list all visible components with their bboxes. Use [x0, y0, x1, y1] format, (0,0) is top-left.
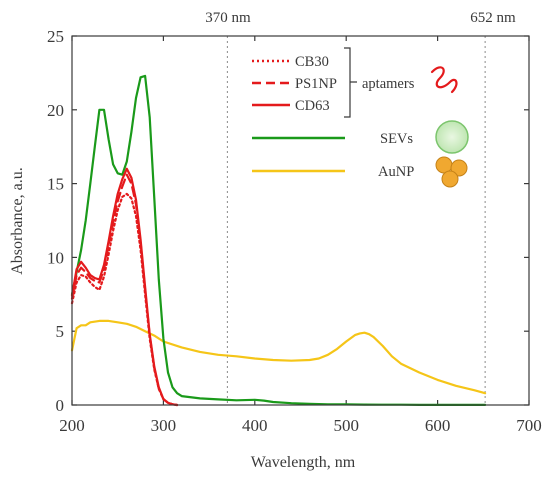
aptamers-label: aptamers: [362, 76, 415, 92]
x-axis-title: Wavelength, nm: [251, 454, 356, 471]
x-tick-label: 400: [242, 416, 268, 435]
x-tick-label: 600: [425, 416, 451, 435]
gold-nanoparticle-icon: [435, 156, 468, 188]
x-tick-label: 500: [333, 416, 359, 435]
y-axis-title: Absorbance, a.u.: [9, 167, 26, 275]
y-tick-label: 0: [56, 396, 65, 415]
series-line-aunp: [70, 319, 487, 395]
vline-label-370: 370 nm: [205, 10, 251, 26]
tick-labels: 200 300 400 500 600 700 0 5 10 15 20 25: [47, 27, 542, 435]
vline-label-652: 652 nm: [470, 10, 516, 26]
sev-vesicle-icon: [435, 120, 469, 154]
legend: CB30 PS1NP CD63 aptamers SEVs AuNP: [252, 47, 469, 188]
y-tick-label: 25: [47, 27, 64, 46]
y-tick-label: 20: [47, 101, 64, 120]
x-tick-label: 300: [151, 416, 177, 435]
aptamer-bracket: [344, 47, 357, 118]
legend-label-cd63: CD63: [295, 98, 330, 114]
series-line-sevs: [70, 74, 487, 406]
legend-label-aunp: AuNP: [378, 164, 414, 180]
series-line-cd63: [70, 167, 179, 407]
legend-label-cb30: CB30: [295, 54, 329, 70]
x-tick-label: 700: [516, 416, 542, 435]
legend-label-ps1np: PS1NP: [295, 76, 337, 92]
y-tick-label: 10: [47, 248, 64, 267]
x-tick-label: 200: [59, 416, 85, 435]
aptamer-squiggle-icon: [430, 66, 458, 94]
legend-label-sevs: SEVs: [380, 131, 413, 147]
plot-frame: [71, 35, 530, 406]
y-tick-label: 15: [47, 175, 64, 194]
reference-lines: [226, 36, 486, 405]
y-tick-label: 5: [56, 322, 65, 341]
series-lines: [70, 74, 487, 407]
